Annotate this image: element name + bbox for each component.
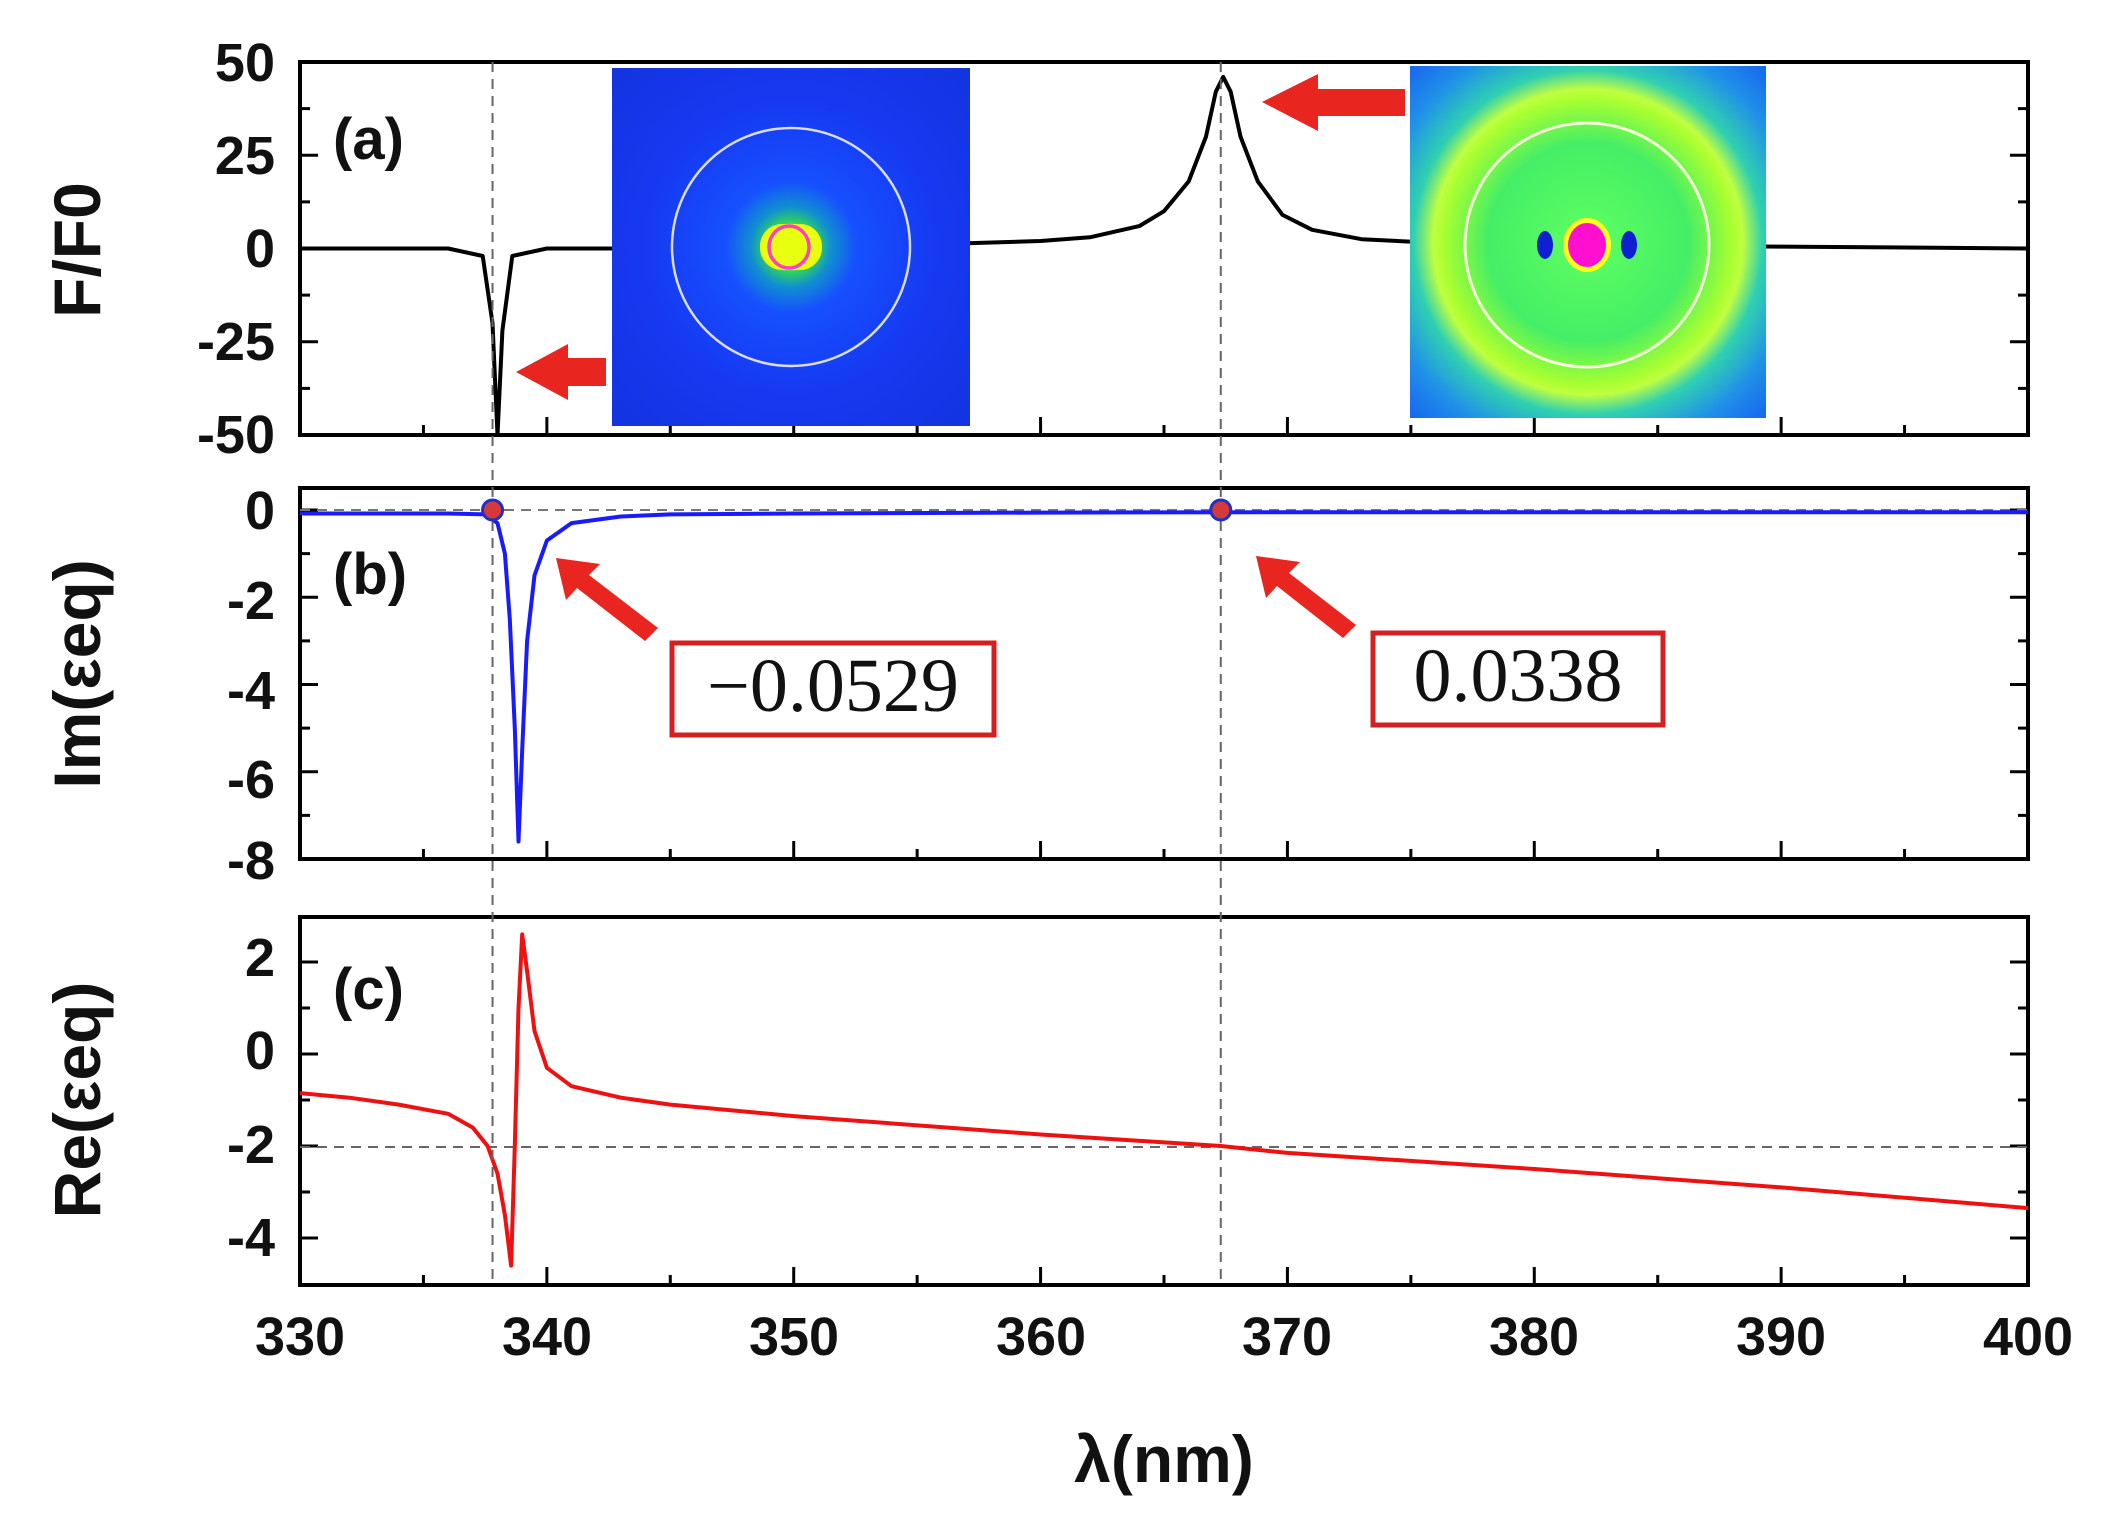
y-tick-label: 0 [245,1021,275,1081]
panel-b-data-line [300,510,2028,844]
panel-b-marker-right [1209,498,1233,522]
arrow-panel-b-right [1256,556,1356,638]
arrow-panel-b-left [556,558,658,641]
panel-c-frame [298,915,2030,1287]
y-axis-title-b: Im(εeq) [40,559,114,788]
field-map-left [612,68,970,426]
panel-a-data-line [300,74,2028,435]
callout-box-right [1370,630,1666,728]
y-axis-title-c: Re(εeq) [40,982,114,1219]
arrow-panel-a-right [1262,74,1405,131]
y-tick-label: 50 [215,33,275,93]
y-tick-label: -50 [197,405,275,465]
panel-b-label: (b) [333,542,407,607]
callout-box-left [669,640,997,738]
x-tick-label: 340 [502,1307,592,1367]
y-tick-label: 0 [245,219,275,279]
y-tick-label: -25 [197,312,275,372]
y-tick-label: -4 [227,661,275,721]
y-tick-label: -4 [227,1208,275,1268]
arrow-panel-a-left [516,344,606,400]
x-tick-label: 330 [255,1307,345,1367]
y-tick-label: 2 [245,928,275,988]
x-tick-label: 380 [1489,1307,1579,1367]
panel-c-label: (c) [333,957,404,1022]
panel-b-marker-left [481,498,505,522]
y-tick-label: 0 [245,481,275,541]
x-tick-label: 350 [749,1307,839,1367]
callout-value-left: −0.0529 [707,644,959,728]
y-tick-label: 25 [215,126,275,186]
panel-b-frame [298,486,2030,861]
callout-value-right: 0.0338 [1414,634,1623,718]
y-tick-label: -2 [227,571,275,631]
y-axis-title-a: F/F0 [40,182,114,318]
x-tick-label: 370 [1242,1307,1332,1367]
panel-a-label: (a) [333,107,404,172]
field-map-right [1410,66,1766,418]
panel-c-data-line [300,932,2028,1268]
x-tick-label: 360 [996,1307,1086,1367]
x-tick-label: 400 [1983,1307,2073,1367]
y-tick-label: -2 [227,1115,275,1175]
x-tick-label: 390 [1736,1307,1826,1367]
x-axis-title: λ(nm) [1074,1422,1254,1496]
y-tick-label: -6 [227,750,275,810]
y-tick-label: -8 [227,831,275,891]
